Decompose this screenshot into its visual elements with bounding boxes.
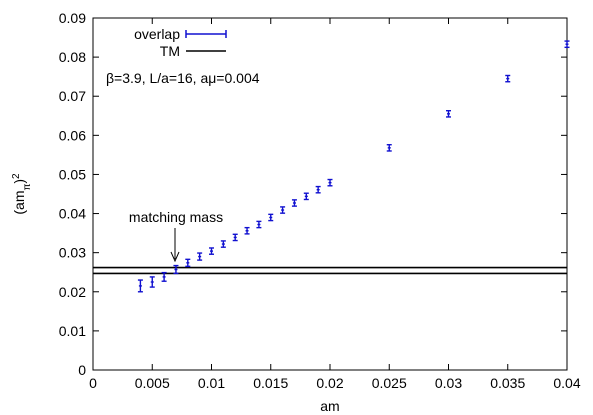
overlap-point [303,192,309,201]
y-tick-label: 0.05 [59,166,86,182]
overlap-point [280,206,286,214]
overlap-series [137,40,570,293]
overlap-point [197,252,203,261]
axis-ticks: 0 0.005 0.01 0.015 0.02 0.025 0.03 0.035 0.04 0 0.… [59,10,581,391]
overlap-point [446,109,451,118]
y-tick-label: 0.06 [59,127,86,143]
y-tick-label: 0.09 [59,10,86,26]
x-tick-label: 0.015 [253,375,288,391]
x-tick-label: 0.03 [435,375,462,391]
overlap-point [564,40,570,49]
overlap-point [149,276,155,288]
overlap-point [185,258,191,268]
overlap-point [173,264,179,275]
overlap-point [291,199,297,207]
x-tick-label: 0 [89,375,97,391]
tm-band [93,266,567,275]
matching-mass-label: matching mass [129,209,223,225]
overlap-point [315,185,321,194]
x-tick-label: 0.02 [316,375,343,391]
overlap-point [386,144,392,152]
y-tick-label: 0.08 [59,49,86,65]
overlap-point [232,233,238,242]
x-tick-label: 0.01 [198,375,225,391]
x-tick-label: 0.005 [135,375,170,391]
x-tick-label: 0.025 [372,375,407,391]
overlap-point [327,178,333,187]
y-tick-label: 0.07 [59,88,86,104]
legend-swatch-overlap [185,30,227,38]
x-axis-label: am [320,398,339,414]
y-tick-label: 0.03 [59,245,86,261]
overlap-point [137,279,143,293]
overlap-point [505,74,511,83]
y-tick-label: 0 [78,362,86,378]
legend-label-overlap: overlap [134,26,180,42]
x-tick-label: 0.035 [490,375,525,391]
y-tick-label: 0.01 [59,323,86,339]
legend-label-tm: TM [160,43,180,59]
y-tick-label: 0.04 [59,206,86,222]
overlap-point [268,213,274,222]
x-tick-label: 0.04 [553,375,580,391]
overlap-point [256,220,262,229]
overlap-point [161,271,167,282]
overlap-point [209,247,214,255]
matching-mass-arrow [170,228,180,263]
y-tick-label: 0.02 [59,284,86,300]
parameter-annotation: β=3.9, L/a=16, aμ=0.004 [106,70,260,86]
y-axis-label: (amπ)2 [11,173,33,215]
overlap-point [244,226,250,235]
overlap-point [220,240,226,248]
